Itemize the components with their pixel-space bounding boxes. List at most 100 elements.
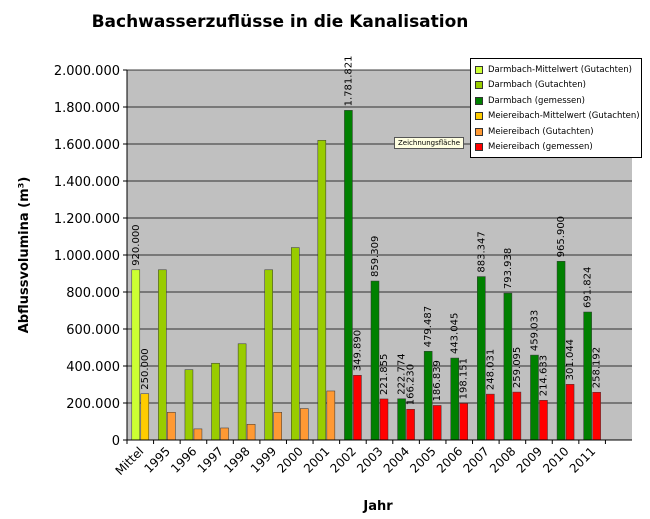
y-tick-label: 2.000.000 (54, 64, 120, 79)
bar[interactable] (406, 408, 415, 441)
legend-label: Darmbach (gemessen) (488, 95, 585, 106)
bar[interactable] (140, 393, 150, 441)
legend-item: Darmbach (Gutachten) (475, 78, 637, 94)
x-tick-label: 2011 (567, 444, 598, 475)
bar[interactable] (246, 424, 256, 441)
bar[interactable] (592, 391, 601, 441)
chart-title: Bachwasserzuflüsse in die Kanalisation (91, 12, 469, 32)
x-tick-label: Mittel (113, 444, 147, 478)
x-axis-label: Jahr (362, 499, 393, 514)
bar[interactable] (326, 390, 336, 441)
legend-swatch (475, 112, 483, 121)
bar[interactable] (379, 398, 389, 441)
bar[interactable] (397, 398, 406, 441)
bar[interactable] (184, 369, 194, 441)
bar[interactable] (459, 403, 468, 441)
bar[interactable] (300, 408, 309, 441)
data-label: 222.774 (397, 353, 408, 394)
legend-item: Meiereibach (gemessen) (475, 140, 637, 156)
data-label: 691.824 (583, 267, 594, 308)
legend: Darmbach-Mittelwert (Gutachten) Darmbach … (470, 58, 642, 158)
bar[interactable] (565, 384, 575, 441)
data-label: 166.230 (406, 364, 417, 405)
bar[interactable] (583, 311, 592, 441)
data-label: 349.890 (352, 330, 363, 371)
x-tick-label: 2002 (328, 444, 359, 475)
data-label: 221.855 (379, 354, 390, 395)
y-tick-label: 200.000 (66, 397, 120, 412)
bar[interactable] (167, 412, 176, 441)
bar[interactable] (317, 140, 327, 441)
y-tick-label: 1.400.000 (54, 175, 120, 190)
legend-item: Meiereibach (Gutachten) (475, 124, 637, 140)
data-label: 883.347 (476, 231, 487, 272)
bar[interactable] (344, 110, 353, 441)
legend-item: Darmbach-Mittelwert (Gutachten) (475, 62, 637, 78)
data-label: 793.938 (503, 248, 514, 289)
legend-item: Darmbach (gemessen) (475, 93, 637, 109)
bars (131, 110, 601, 441)
y-tick-label: 800.000 (66, 286, 120, 301)
x-tick-label: 1999 (248, 444, 279, 475)
x-tick-label: 2000 (274, 444, 305, 475)
legend-label: Darmbach-Mittelwert (Gutachten) (488, 64, 632, 75)
legend-label: Meiereibach (gemessen) (488, 142, 593, 153)
bar[interactable] (353, 375, 362, 441)
x-tick-label: 2007 (460, 444, 491, 475)
y-tick-label: 1.000.000 (54, 249, 120, 264)
bar[interactable] (220, 427, 229, 441)
x-tick-label: 2005 (407, 444, 438, 475)
y-tick-label: 1.200.000 (54, 212, 120, 227)
bar[interactable] (556, 261, 566, 441)
data-label: 186.839 (432, 360, 443, 401)
data-label: 443.045 (450, 313, 461, 354)
bar[interactable] (423, 351, 433, 441)
bar[interactable] (370, 280, 380, 441)
data-label: 301.044 (565, 339, 576, 380)
data-label: 259.095 (512, 347, 523, 388)
bar[interactable] (211, 362, 220, 441)
legend-swatch (475, 96, 483, 105)
bar[interactable] (539, 400, 548, 441)
legend-swatch (475, 65, 483, 74)
data-labels: 920.000 1.781.821 859.309 222.774 479.487 443… (131, 55, 603, 405)
x-tick-label: 1998 (221, 444, 252, 475)
data-label: 1.781.821 (343, 55, 354, 106)
y-tick-labels: 0 200.000 400.000 600.000 800.000 1.000.000 1.… (54, 64, 120, 449)
bar[interactable] (291, 247, 300, 441)
legend-label: Meiereibach (Gutachten) (488, 126, 594, 137)
y-axis-label: Abflussvolumina (m³) (17, 177, 32, 334)
bar[interactable] (432, 405, 442, 441)
bar[interactable] (273, 412, 282, 441)
bar[interactable] (530, 354, 539, 441)
legend-swatch (475, 127, 483, 136)
bar[interactable] (131, 269, 141, 441)
x-tick-label: 2009 (514, 444, 545, 475)
legend-swatch (475, 81, 483, 90)
x-tick-label: 1997 (195, 444, 226, 475)
data-label: 258.192 (592, 347, 603, 388)
tooltip: Zeichnungsfläche (394, 137, 465, 149)
bar[interactable] (450, 357, 459, 441)
x-tick-label: 2008 (487, 444, 518, 475)
y-tick-label: 1.800.000 (54, 101, 120, 116)
bar[interactable] (486, 393, 495, 441)
bar[interactable] (158, 269, 167, 441)
data-label: 198.151 (459, 358, 470, 399)
data-label: 250.000 (140, 348, 151, 389)
x-tick-label: 2006 (434, 444, 465, 475)
legend-swatch (475, 143, 483, 152)
x-tick-labels: Mittel1995199619971998199920002001200220… (113, 440, 606, 478)
bar[interactable] (512, 391, 522, 441)
x-tick-label: 1996 (168, 444, 199, 475)
data-label: 479.487 (423, 306, 434, 347)
bar[interactable] (237, 343, 247, 441)
bar[interactable] (264, 269, 273, 441)
data-label: 965.900 (556, 216, 567, 257)
data-label: 859.309 (370, 236, 381, 277)
bar[interactable] (503, 292, 513, 441)
x-tick-label: 1995 (141, 444, 172, 475)
bar[interactable] (477, 276, 486, 441)
bar[interactable] (193, 428, 203, 441)
